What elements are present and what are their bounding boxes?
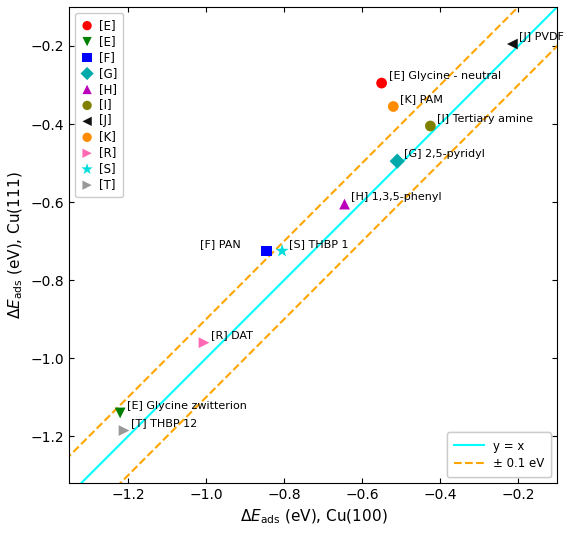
X-axis label: $\Delta E_{\mathrm{ads}}$ (eV), Cu(100): $\Delta E_{\mathrm{ads}}$ (eV), Cu(100) [240, 507, 387, 526]
Text: [F] PAN: [F] PAN [200, 239, 240, 249]
Point [393, 157, 402, 165]
Text: [J] PVDF: [J] PVDF [519, 32, 564, 42]
Y-axis label: $\Delta E_{\mathrm{ads}}$ (eV), Cu(111): $\Delta E_{\mathrm{ads}}$ (eV), Cu(111) [7, 171, 25, 319]
Text: [K] PAM: [K] PAM [400, 94, 443, 104]
Text: [H] 1,3,5-phenyl: [H] 1,3,5-phenyl [351, 192, 442, 202]
Text: [S] THBP 1: [S] THBP 1 [289, 239, 348, 249]
Text: [I] Tertiary amine: [I] Tertiary amine [438, 114, 534, 124]
Point [508, 40, 517, 49]
Point [389, 102, 398, 111]
Point [426, 122, 435, 130]
Point [377, 79, 386, 87]
Point [340, 200, 349, 208]
Text: [R] DAT: [R] DAT [211, 330, 253, 341]
Text: [E] Glycine zwitterion: [E] Glycine zwitterion [127, 401, 247, 411]
Text: [E] Glycine - neutral: [E] Glycine - neutral [389, 71, 501, 81]
Point [116, 409, 125, 417]
Text: [G] 2,5-pyridyl: [G] 2,5-pyridyl [404, 149, 485, 159]
Point [200, 338, 209, 347]
Point [278, 247, 287, 255]
Legend: y = x, ± 0.1 eV: y = x, ± 0.1 eV [447, 432, 551, 478]
Point [262, 247, 271, 255]
Point [120, 426, 129, 435]
Text: [T] THBP 12: [T] THBP 12 [131, 418, 197, 429]
